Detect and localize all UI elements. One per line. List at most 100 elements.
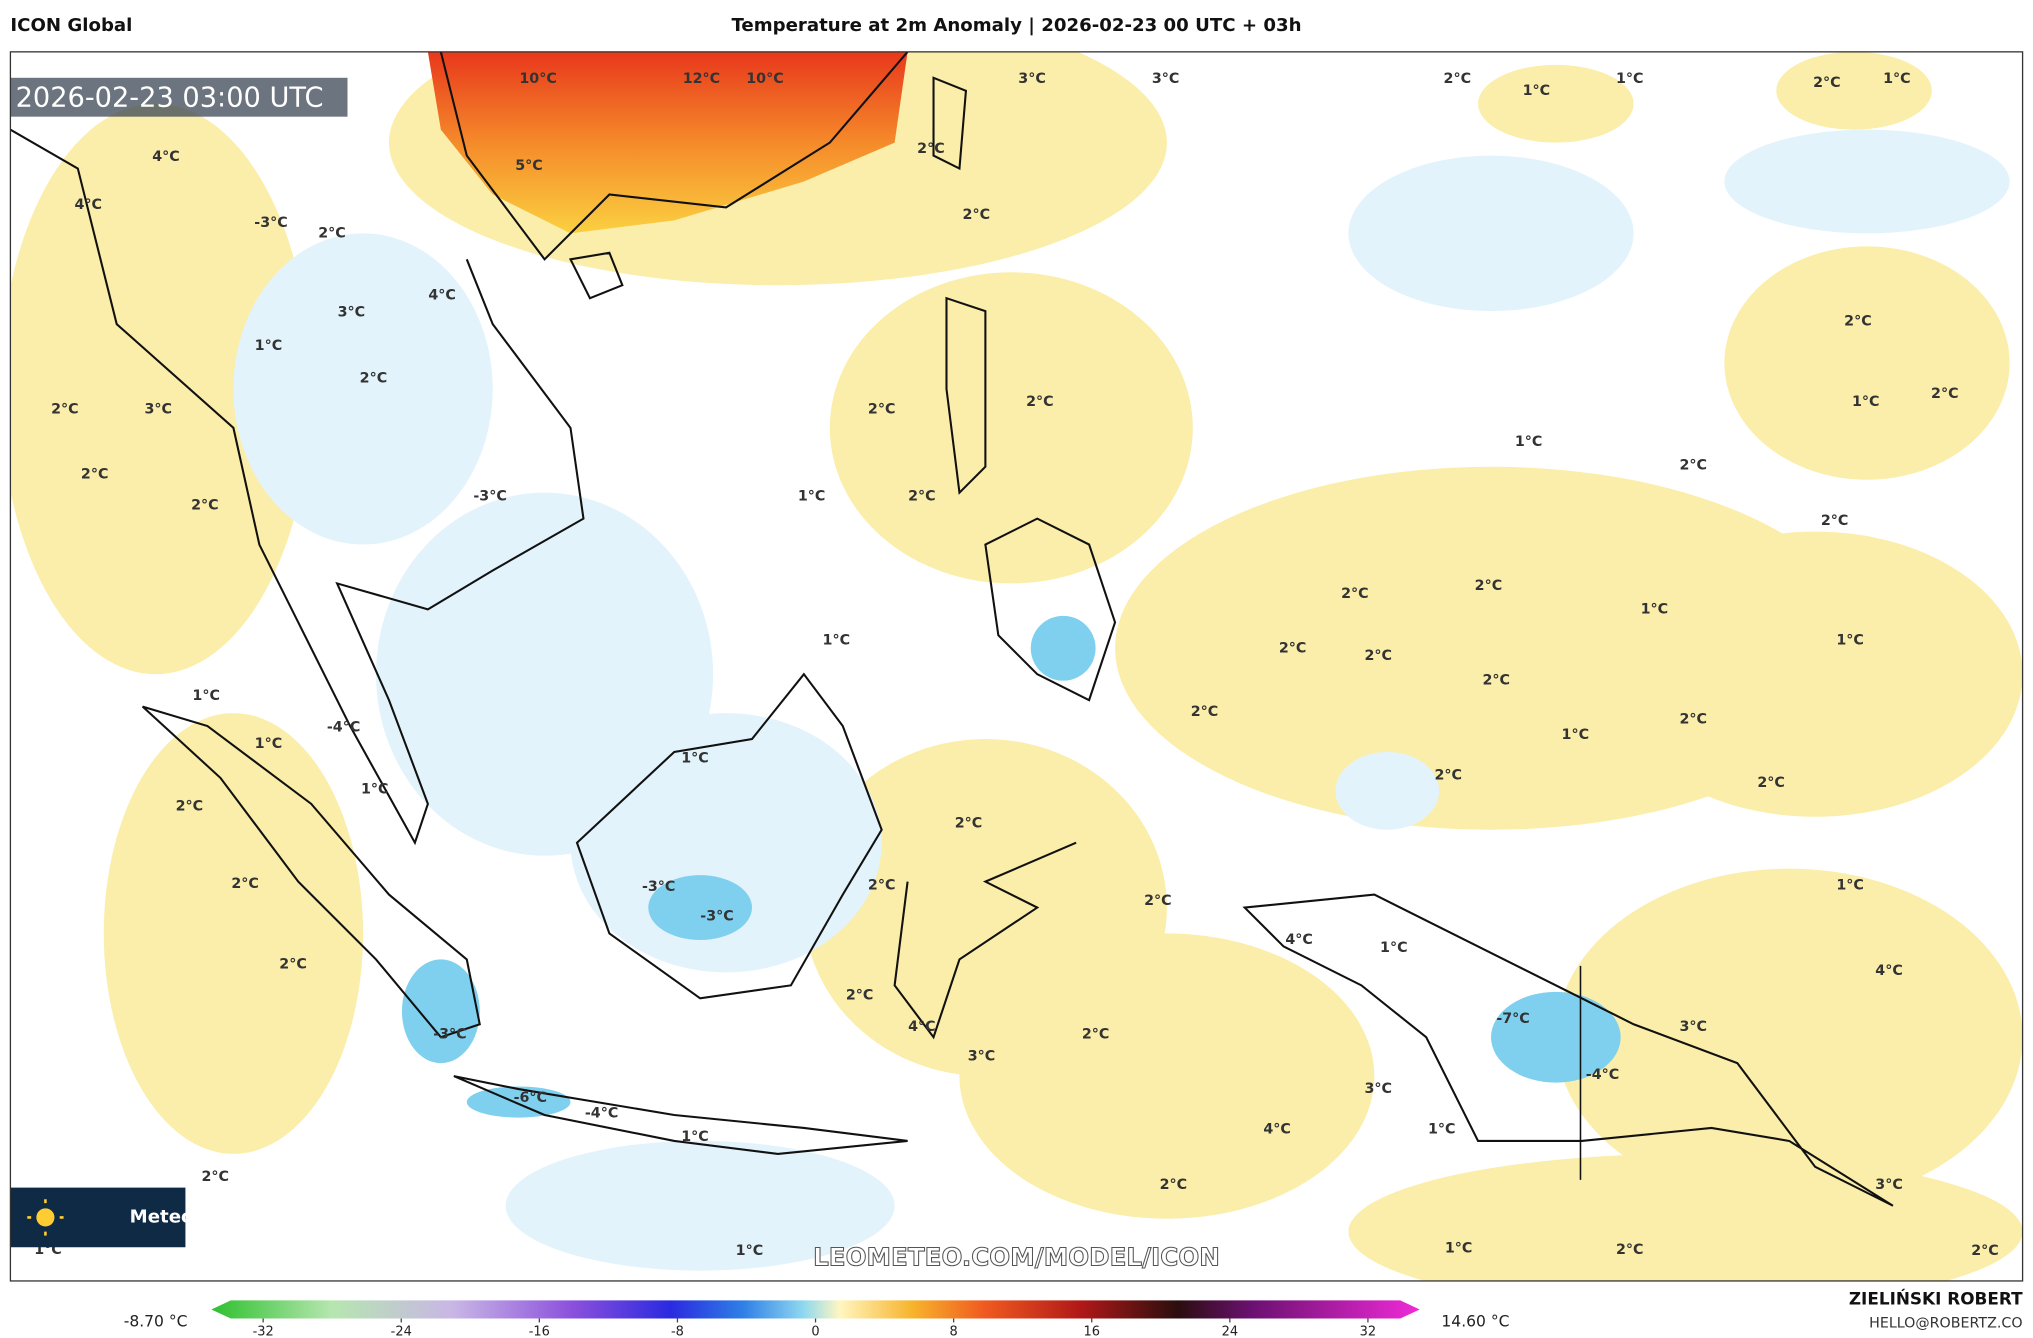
contour-label: 4°C: [1285, 932, 1313, 948]
contour-label: 4°C: [908, 1019, 936, 1035]
colorbar-ticks: -32 -24 -16 -8 0 8 16 24 32: [253, 1318, 1376, 1338]
anomaly-warm-areas: [10, 51, 2023, 1281]
map-title: Temperature at 2m Anomaly | 2026-02-23 0…: [731, 15, 1301, 36]
contour-label: 1°C: [361, 782, 389, 798]
contour-label: 2°C: [955, 815, 983, 831]
contour-label: 2°C: [231, 876, 259, 892]
colorbar-tick-label: 0: [811, 1324, 819, 1338]
contour-label: 2°C: [1482, 673, 1510, 689]
contour-label: 2°C: [963, 207, 991, 223]
contour-label: 10°C: [746, 71, 783, 87]
contour-label: 3°C: [144, 402, 172, 418]
contour-label: 2°C: [1971, 1243, 1999, 1259]
contour-label: 2°C: [191, 498, 218, 514]
contour-label: 2°C: [1931, 386, 1959, 402]
contour-label: 1°C: [823, 632, 851, 648]
contour-label: 1°C: [798, 489, 826, 505]
contour-label: 2°C: [1279, 640, 1307, 656]
contour-label: -4°C: [327, 719, 360, 735]
contour-label: 2°C: [868, 402, 896, 418]
contour-label: 1°C: [681, 750, 709, 766]
contour-label: 5°C: [515, 158, 542, 174]
contour-label: 4°C: [1263, 1121, 1291, 1137]
contour-label: 1°C: [1836, 878, 1864, 894]
coastlines: [10, 51, 1894, 1207]
contour-label: 2°C: [81, 467, 109, 483]
contour-label: -6°C: [514, 1090, 547, 1106]
contour-label: 1°C: [1515, 434, 1543, 450]
author: ZIELIŃSKI ROBERT: [1849, 1287, 2023, 1308]
contour-label: -7°C: [1496, 1011, 1529, 1027]
contour-label: 2°C: [1191, 704, 1219, 720]
contour-labels: 10°C 12°C 10°C 3°C 3°C 2°C 1°C 1°C 2°C 1°C 5°C 4°C 4…: [34, 71, 1998, 1259]
contour-label: 2°C: [1680, 457, 1708, 473]
contour-label: 1°C: [1562, 727, 1590, 743]
colorbar-tick-label: 8: [950, 1324, 958, 1338]
logo-rays: [27, 1199, 64, 1236]
logo-text: Meteo: [130, 1207, 194, 1228]
colorbar-tick-label: -24: [391, 1324, 412, 1338]
contour-label: 2°C: [1844, 314, 1872, 330]
contour-label: 4°C: [428, 288, 456, 304]
logo-sun: [36, 1208, 55, 1227]
contour-label: 1°C: [1852, 394, 1880, 410]
contour-label: 2°C: [1026, 394, 1054, 410]
contour-label: 2°C: [1341, 586, 1369, 602]
contour-label: 2°C: [176, 798, 204, 814]
colorbar-tick-label: -8: [671, 1324, 684, 1338]
contour-label: 2°C: [1082, 1027, 1110, 1043]
contour-label: 2°C: [917, 141, 944, 157]
contour-label: 2°C: [1475, 578, 1503, 594]
colorbar: -8.70 °C 14.60 °C -32 -24 -16 -8 0 8 16 24 32: [124, 1300, 1510, 1338]
watermark: LEOMETEO.COM/MODEL/ICON: [813, 1242, 1220, 1271]
contour-label: 1°C: [1836, 632, 1864, 648]
contour-label: 2°C: [318, 225, 346, 241]
contour-label: -4°C: [585, 1106, 618, 1122]
contour-label: 3°C: [338, 304, 366, 320]
contour-label: 2°C: [360, 371, 388, 387]
contour-label: 2°C: [51, 402, 79, 418]
contour-label: 4°C: [1875, 963, 1903, 979]
colorbar-tick-label: 16: [1083, 1324, 1099, 1338]
contour-label: 2°C: [1821, 513, 1849, 529]
contour-label: 1°C: [681, 1129, 709, 1145]
contour-label: 3°C: [1680, 1019, 1708, 1035]
contour-label: 2°C: [868, 878, 896, 894]
contour-label: 3°C: [968, 1049, 996, 1065]
contour-label: 1°C: [736, 1243, 764, 1259]
model-name: ICON Global: [10, 15, 132, 36]
contour-label: 2°C: [1160, 1177, 1187, 1193]
contour-label: 1°C: [1523, 83, 1551, 99]
contour-label: 10°C: [519, 71, 556, 87]
contour-label: 2°C: [1444, 71, 1472, 87]
contour-label: 3°C: [1152, 71, 1180, 87]
contour-label: -3°C: [433, 1027, 466, 1043]
map: 10°C 12°C 10°C 3°C 3°C 2°C 1°C 1°C 2°C 1°C 5°C 4°C 4…: [10, 51, 2023, 1281]
contour-label: 2°C: [279, 957, 307, 973]
contour-label: 2°C: [1364, 648, 1392, 664]
anomaly-cold-areas: [233, 129, 2010, 1271]
contour-label: 2°C: [908, 489, 936, 505]
contour-label: 1°C: [255, 736, 283, 752]
contour-label: 1°C: [1380, 940, 1408, 956]
contour-label: 2°C: [202, 1169, 230, 1185]
contact: HELLO@ROBERTZ.CO: [1869, 1316, 2022, 1332]
contour-label: 2°C: [1434, 767, 1462, 783]
contour-label: 3°C: [1364, 1081, 1392, 1097]
colorbar-tick-label: -32: [253, 1324, 274, 1338]
contour-label: 2°C: [1757, 775, 1785, 791]
contour-label: 12°C: [683, 71, 720, 87]
contour-label: 4°C: [74, 197, 102, 213]
contour-label: 4°C: [152, 149, 180, 165]
contour-label: 2°C: [1616, 1242, 1644, 1258]
contour-label: 1°C: [1883, 71, 1911, 87]
contour-label: 2°C: [1144, 893, 1172, 909]
contour-label: 1°C: [1641, 601, 1669, 617]
contour-label: 1°C: [1445, 1241, 1473, 1257]
contour-label: 2°C: [1680, 712, 1708, 728]
contour-label: -3°C: [642, 879, 675, 895]
contour-label: -3°C: [254, 215, 287, 231]
colorbar-tick-label: 24: [1222, 1324, 1238, 1338]
contour-label: -4°C: [1586, 1067, 1619, 1083]
